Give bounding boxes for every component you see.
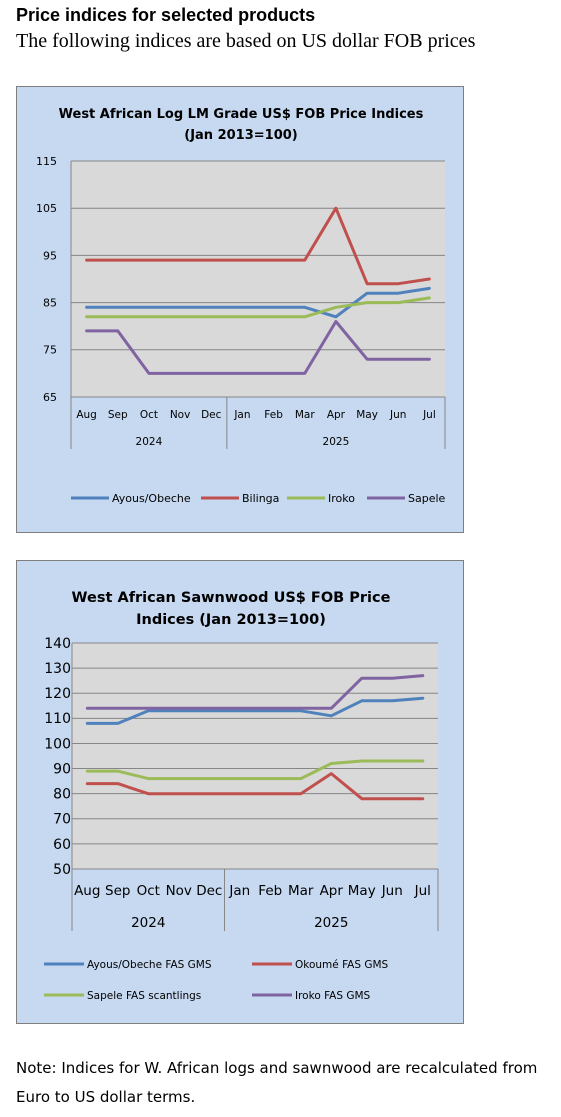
series-line-bilinga bbox=[85, 206, 431, 286]
x-tick-label: Jul bbox=[414, 883, 431, 899]
year-label: 2025 bbox=[314, 915, 348, 931]
y-tick-label: 75 bbox=[43, 344, 57, 357]
y-tick-label: 95 bbox=[43, 249, 57, 262]
y-tick-label: 65 bbox=[43, 391, 57, 404]
log-price-chart: West African Log LM Grade US$ FOB Price … bbox=[36, 107, 446, 505]
legend-label: Ayous/Obeche bbox=[112, 492, 191, 505]
x-tick-label: Dec bbox=[201, 409, 222, 421]
y-tick-label: 85 bbox=[43, 296, 57, 309]
x-tick-label: Nov bbox=[166, 883, 192, 899]
year-label: 2024 bbox=[131, 915, 165, 931]
y-tick-label: 130 bbox=[44, 661, 71, 677]
series-line-ayous-obeche bbox=[85, 286, 431, 319]
series-line-ayous-obeche-fas-gms bbox=[85, 696, 425, 725]
year-label: 2025 bbox=[323, 436, 350, 448]
y-tick-label: 120 bbox=[44, 686, 71, 702]
series-line-iroko bbox=[85, 296, 431, 319]
y-tick-label: 140 bbox=[44, 636, 71, 652]
sawnwood-price-chart-panel: West African Sawnwood US$ FOB Price Indic… bbox=[16, 560, 464, 1024]
legend-label: Iroko FAS GMS bbox=[295, 990, 371, 1002]
y-tick-label: 60 bbox=[53, 837, 71, 853]
x-tick-label: Aug bbox=[74, 883, 100, 899]
chart-title: West African Sawnwood US$ FOB Price bbox=[72, 590, 391, 606]
chart-title-line2: Indices (Jan 2013=100) bbox=[136, 612, 326, 628]
legend-label: Bilinga bbox=[242, 492, 279, 505]
y-tick-label: 105 bbox=[36, 202, 57, 215]
year-label: 2024 bbox=[136, 436, 163, 448]
x-tick-label: Jan bbox=[233, 409, 250, 421]
legend-label: Okoumé FAS GMS bbox=[295, 959, 389, 971]
legend-label: Sapele bbox=[408, 492, 446, 505]
x-tick-label: May bbox=[356, 409, 378, 421]
sawnwood-price-chart: West African Sawnwood US$ FOB Price Indic… bbox=[44, 590, 439, 1002]
log-price-chart-panel: West African Log LM Grade US$ FOB Price … bbox=[16, 86, 464, 533]
x-tick-label: May bbox=[348, 883, 376, 899]
series-line-okoum-fas-gms bbox=[85, 772, 425, 801]
legend-label: Iroko bbox=[328, 492, 355, 505]
x-tick-label: Feb bbox=[258, 883, 282, 899]
legend-label: Ayous/Obeche FAS GMS bbox=[87, 959, 212, 971]
x-tick-label: Jul bbox=[422, 409, 436, 421]
y-tick-label: 100 bbox=[44, 736, 71, 752]
x-tick-label: Apr bbox=[327, 409, 346, 421]
y-tick-label: 110 bbox=[44, 711, 71, 727]
x-tick-label: Jun bbox=[381, 883, 403, 899]
y-tick-label: 90 bbox=[53, 761, 71, 777]
x-tick-label: Nov bbox=[170, 409, 191, 421]
plot-area bbox=[72, 643, 438, 869]
y-tick-label: 50 bbox=[53, 862, 71, 878]
series-line-sapele bbox=[85, 320, 431, 375]
page-subheading: The following indices are based on US do… bbox=[16, 30, 476, 52]
x-tick-label: Oct bbox=[140, 409, 158, 421]
chart-title-line2: (Jan 2013=100) bbox=[184, 128, 297, 143]
legend-label: Sapele FAS scantlings bbox=[87, 990, 201, 1002]
footnote: Note: Indices for W. African logs and sa… bbox=[16, 1059, 538, 1106]
y-tick-label: 70 bbox=[53, 812, 71, 828]
x-tick-label: Jun bbox=[389, 409, 406, 421]
x-tick-label: Sep bbox=[105, 883, 130, 899]
x-tick-label: Feb bbox=[264, 409, 283, 421]
plot-area bbox=[71, 161, 445, 397]
series-line-iroko-fas-gms bbox=[85, 674, 425, 710]
x-tick-label: Sep bbox=[108, 409, 128, 421]
x-tick-label: Dec bbox=[196, 883, 222, 899]
y-tick-label: 80 bbox=[53, 787, 71, 803]
x-tick-label: Apr bbox=[320, 883, 344, 899]
y-tick-label: 115 bbox=[36, 155, 57, 168]
x-tick-label: Oct bbox=[137, 883, 160, 899]
chart-title: West African Log LM Grade US$ FOB Price … bbox=[59, 107, 424, 122]
x-tick-label: Aug bbox=[76, 409, 97, 421]
series-line-sapele-fas-scantlings bbox=[85, 759, 425, 781]
x-tick-label: Mar bbox=[295, 409, 315, 421]
page-heading: Price indices for selected products bbox=[16, 5, 316, 25]
x-tick-label: Mar bbox=[288, 883, 314, 899]
x-tick-label: Jan bbox=[228, 883, 250, 899]
